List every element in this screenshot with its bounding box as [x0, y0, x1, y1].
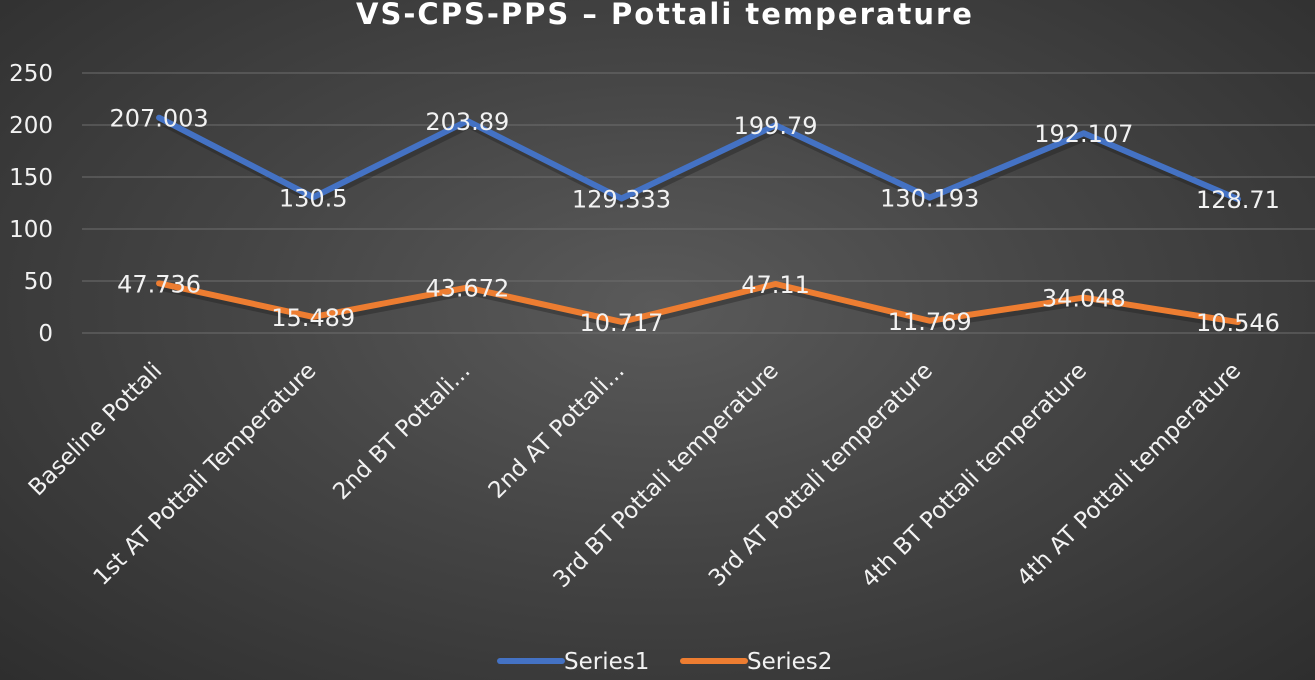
legend-label: Series2 [747, 649, 832, 675]
y-tick-label: 250 [9, 61, 53, 87]
y-tick-label: 100 [9, 217, 53, 243]
x-tick-label: Baseline Pottali [24, 358, 167, 501]
legend: Series1 Series2 [497, 649, 832, 675]
series-line-1 [156, 114, 1241, 203]
data-label: 15.489 [271, 304, 355, 332]
data-label: 47.736 [117, 270, 201, 298]
data-label: 128.71 [1196, 186, 1280, 214]
series-line-shadow [157, 283, 1244, 330]
data-label: 43.672 [425, 275, 509, 303]
data-label: 34.048 [1042, 285, 1126, 313]
y-axis: 0 50 100 150 200 250 [9, 61, 53, 347]
legend-label: Series1 [564, 649, 649, 675]
series-line-2 [156, 280, 1241, 326]
series-lines [156, 114, 1244, 330]
series-line-shadow [157, 118, 1244, 207]
data-label: 130.5 [279, 184, 348, 212]
chart-title: VS-CPS-PPS – Pottali temperature [356, 0, 974, 31]
data-label: 11.769 [888, 308, 972, 336]
gridlines [82, 72, 1315, 334]
data-label: 10.546 [1196, 309, 1280, 337]
data-label: 203.89 [425, 108, 509, 136]
data-label: 207.003 [109, 105, 208, 133]
y-tick-label: 150 [9, 165, 53, 191]
data-labels: 207.003 130.5 203.89 129.333 199.79 130.193 19… [109, 105, 1279, 337]
data-label: 130.193 [880, 185, 979, 213]
x-tick-label: 2nd AT Pottali... [484, 358, 630, 504]
y-tick-label: 50 [24, 269, 53, 295]
y-tick-label: 0 [38, 321, 53, 347]
y-tick-label: 200 [9, 113, 53, 139]
data-label: 199.79 [734, 112, 818, 140]
x-tick-label: 2nd BT Pottali... [328, 358, 475, 505]
data-label: 129.333 [572, 185, 671, 213]
data-label: 47.11 [741, 271, 810, 299]
data-label: 192.107 [1034, 120, 1133, 148]
data-label: 10.717 [579, 309, 663, 337]
